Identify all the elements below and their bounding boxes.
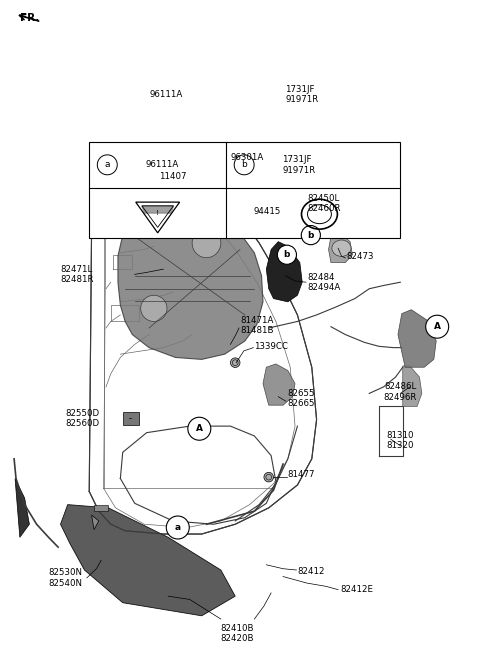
Text: 82450L
82460R: 82450L 82460R <box>307 194 340 213</box>
Text: FR.: FR. <box>20 13 39 23</box>
Circle shape <box>264 472 274 482</box>
Ellipse shape <box>332 240 351 256</box>
Polygon shape <box>266 241 302 302</box>
Polygon shape <box>293 188 317 212</box>
Polygon shape <box>403 366 422 407</box>
Polygon shape <box>123 412 140 425</box>
Text: b: b <box>241 160 247 169</box>
Circle shape <box>188 417 211 440</box>
Text: 1731JF
91971R: 1731JF 91971R <box>286 85 319 104</box>
Polygon shape <box>15 478 29 537</box>
Text: 82484
82494A: 82484 82494A <box>307 272 340 292</box>
Polygon shape <box>89 176 317 534</box>
Circle shape <box>230 358 240 367</box>
Text: 81310
81320: 81310 81320 <box>386 431 414 450</box>
Ellipse shape <box>192 228 221 258</box>
Text: 96111A: 96111A <box>145 160 179 169</box>
Text: 82550D
82560D: 82550D 82560D <box>65 409 99 428</box>
Polygon shape <box>60 504 235 616</box>
Text: 81477: 81477 <box>288 470 315 479</box>
Text: 11407: 11407 <box>158 172 186 181</box>
Polygon shape <box>94 504 108 511</box>
Polygon shape <box>263 364 295 405</box>
Text: 82412E: 82412E <box>340 585 373 594</box>
Polygon shape <box>398 310 436 367</box>
Text: b: b <box>284 250 290 259</box>
Text: 82471L
82481R: 82471L 82481R <box>60 264 94 284</box>
Text: 82486L
82496R: 82486L 82496R <box>384 382 417 402</box>
Bar <box>89 142 400 238</box>
Text: a: a <box>105 160 110 169</box>
Ellipse shape <box>141 295 167 321</box>
Text: !: ! <box>156 210 159 216</box>
Circle shape <box>301 226 321 245</box>
Text: 94415: 94415 <box>253 207 281 216</box>
Circle shape <box>166 516 189 539</box>
Polygon shape <box>92 515 99 529</box>
Text: A: A <box>196 424 203 433</box>
Circle shape <box>277 245 297 264</box>
Text: 1339CC: 1339CC <box>254 342 288 351</box>
Circle shape <box>234 155 254 174</box>
Text: 82655
82665: 82655 82665 <box>287 389 314 408</box>
Polygon shape <box>328 233 352 262</box>
Polygon shape <box>190 423 199 432</box>
Text: b: b <box>308 231 314 239</box>
Circle shape <box>97 155 117 174</box>
Circle shape <box>426 315 449 338</box>
Polygon shape <box>118 213 263 359</box>
Polygon shape <box>142 206 173 213</box>
Text: 82410B
82420B: 82410B 82420B <box>221 624 254 643</box>
Text: 82473: 82473 <box>346 251 374 260</box>
Text: 81471A
81481B: 81471A 81481B <box>240 316 274 335</box>
Text: a: a <box>175 523 181 532</box>
Text: A: A <box>434 322 441 331</box>
Text: 82412: 82412 <box>298 567 325 576</box>
Text: 1731JF
91971R: 1731JF 91971R <box>282 155 315 174</box>
Text: 96301A: 96301A <box>230 154 264 163</box>
Text: 82530N
82540N: 82530N 82540N <box>48 568 83 588</box>
Text: 96111A: 96111A <box>149 90 182 99</box>
